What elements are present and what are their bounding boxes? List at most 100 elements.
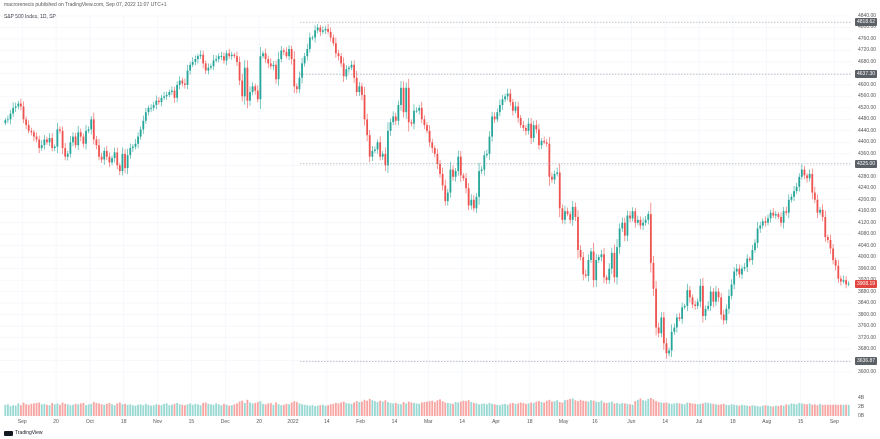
volume-bar (157, 404, 160, 416)
volume-bar (204, 402, 207, 416)
x-tick-label: 18 (527, 419, 533, 425)
volume-bar (43, 403, 46, 416)
volume-bar (207, 403, 210, 416)
volume-bar (350, 403, 353, 416)
volume-bar (152, 405, 155, 416)
tradingview-logo[interactable]: TradingView (4, 430, 43, 436)
candle-body (319, 27, 322, 32)
candle-body (420, 107, 423, 120)
candle-body (353, 64, 356, 78)
candle-body (725, 308, 728, 321)
candle-body (363, 94, 366, 120)
volume-bar (511, 402, 514, 416)
volume-bar (384, 400, 387, 416)
candle-body (774, 214, 777, 216)
volume-bar (642, 400, 644, 416)
volume-bar (290, 402, 293, 416)
volume-bar (845, 404, 848, 416)
volume-bar (751, 405, 754, 416)
volume-bar (798, 402, 801, 416)
candle-body (181, 80, 184, 84)
volume-bar (293, 401, 296, 416)
volume-bar (311, 405, 314, 416)
volume-bar (223, 403, 225, 416)
candle-body (433, 148, 436, 154)
candle-body (519, 117, 522, 126)
candle-body (134, 143, 137, 147)
volume-bar (504, 403, 507, 416)
volume-bar (561, 402, 564, 416)
candle-body (176, 84, 179, 98)
candle-body (683, 305, 686, 308)
volume-bar (160, 405, 163, 416)
y-tick-label: 4120.00 (858, 219, 877, 226)
candle-body (150, 107, 152, 109)
volume-bar (652, 399, 655, 416)
volume-bar (634, 401, 637, 416)
volume-bar (295, 402, 298, 416)
volume-bar (20, 405, 22, 416)
volume-bar (87, 404, 90, 416)
volume-bar (811, 404, 814, 416)
candle-body (316, 27, 319, 31)
volume-bar (233, 404, 236, 416)
candle-body (38, 139, 41, 149)
candle-body (748, 258, 751, 261)
volume-bar (837, 404, 840, 416)
candle-body (35, 136, 38, 140)
volume-bar (405, 403, 408, 416)
candle-body (400, 87, 402, 105)
candle-body (535, 125, 538, 130)
candle-body (668, 350, 670, 354)
candle-body (498, 105, 501, 113)
candle-body (613, 252, 616, 278)
volume-bar (574, 400, 577, 416)
volume-bar (696, 404, 699, 416)
volume-bar (485, 404, 488, 416)
candle-body (98, 145, 100, 157)
candle-body (595, 260, 598, 281)
candle-body (584, 274, 587, 276)
volume-bar (582, 400, 585, 416)
volume-bar (712, 403, 715, 416)
volume-bar (407, 401, 410, 416)
candle-body (767, 218, 769, 223)
candle-body (394, 116, 397, 121)
candle-body (780, 216, 782, 223)
volume-bar (282, 404, 285, 416)
candle-body (439, 163, 441, 174)
candle-body (782, 211, 785, 223)
y-tick-label: 3960.00 (858, 265, 877, 272)
volume-bar (121, 404, 124, 416)
volume-bar (230, 405, 233, 416)
volume-bar (389, 402, 392, 416)
volume-bar (347, 403, 350, 416)
candle-body (53, 146, 56, 149)
volume-bar (366, 400, 369, 416)
volume-bar (428, 401, 431, 416)
volume-bar (379, 400, 382, 416)
volume-bar (17, 403, 20, 416)
candle-body (798, 176, 801, 187)
volume-bar (733, 404, 736, 416)
y-tick-label: 4480.00 (858, 116, 877, 123)
candle-body (215, 59, 218, 61)
volume-bar (577, 401, 579, 416)
candle-body (105, 150, 108, 157)
volume-bar (790, 403, 793, 416)
volume-bar (59, 404, 61, 416)
candle-body (673, 327, 676, 332)
volume-bar (139, 404, 142, 416)
candle-body (720, 297, 723, 315)
volume-bar (48, 405, 51, 416)
x-tick-label: 14 (459, 419, 465, 425)
candle-body (225, 53, 228, 61)
candle-body (342, 63, 345, 77)
candle-body (566, 211, 569, 215)
candle-body (324, 28, 327, 31)
volume-bar (496, 404, 499, 416)
candle-body (642, 222, 644, 226)
y-tick-label: 4800.00 (858, 24, 877, 31)
candle-body (457, 156, 460, 172)
